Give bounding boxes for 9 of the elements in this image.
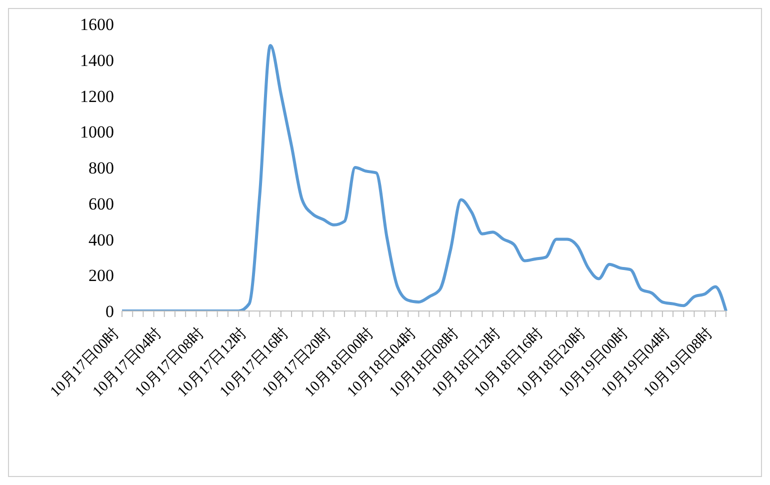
y-tick-label: 1400 [80, 50, 114, 70]
y-tick-label: 800 [88, 158, 114, 178]
y-tick-label: 1600 [80, 15, 114, 34]
y-tick-label: 600 [88, 194, 114, 214]
y-tick-label: 0 [106, 302, 114, 322]
y-tick-label: 200 [88, 266, 114, 286]
y-tick-label: 1000 [80, 122, 114, 142]
y-tick-label: 1200 [80, 86, 114, 106]
y-tick-label: 400 [88, 230, 114, 250]
